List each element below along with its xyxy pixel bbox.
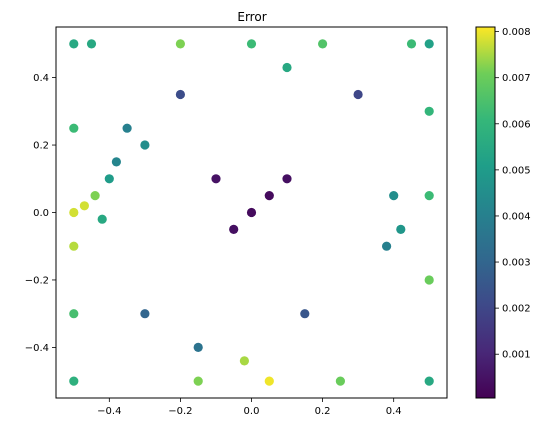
scatter-point — [69, 376, 79, 386]
x-tick-label: 0.4 — [386, 406, 402, 417]
scatter-point — [122, 123, 132, 133]
x-tick-label: −0.2 — [168, 406, 192, 417]
colorbar-tick-label: 0.005 — [502, 165, 531, 176]
scatter-point — [69, 207, 79, 218]
scatter-point — [246, 39, 257, 49]
scatter-point — [97, 214, 107, 224]
scatter-point — [396, 224, 406, 234]
scatter-points — [69, 39, 434, 386]
scatter-point — [353, 89, 363, 100]
scatter-point — [318, 39, 328, 49]
colorbar-tick-label: 0.008 — [502, 27, 531, 38]
scatter-point — [140, 140, 150, 150]
scatter-point — [239, 356, 249, 366]
scatter-point — [424, 106, 434, 116]
colorbar — [475, 26, 496, 399]
scatter-point — [389, 191, 399, 201]
scatter-point — [300, 309, 310, 319]
scatter-point — [140, 309, 150, 319]
scatter-point — [111, 157, 121, 167]
scatter-point — [211, 174, 221, 184]
colorbar-tick-label: 0.007 — [502, 73, 531, 84]
scatter-point — [69, 241, 79, 251]
scatter-point — [424, 275, 434, 285]
scatter-point — [69, 123, 79, 133]
scatter-point — [104, 174, 114, 184]
x-tick-label: 0.0 — [244, 406, 260, 417]
scatter-point — [424, 191, 434, 201]
chart-title: Error — [237, 10, 266, 24]
colorbar-tick-label: 0.004 — [502, 211, 531, 222]
y-tick-label: −0.2 — [25, 275, 49, 286]
scatter-point — [264, 191, 274, 201]
x-tick-label: 0.2 — [315, 406, 331, 417]
scatter-point — [69, 309, 79, 319]
scatter-point — [175, 39, 185, 49]
colorbar-tick-label: 0.006 — [502, 119, 531, 130]
y-tick-label: 0.4 — [33, 73, 49, 84]
x-tick-label: −0.4 — [97, 406, 121, 417]
scatter-point — [406, 39, 417, 49]
scatter-point — [69, 39, 79, 49]
scatter-point — [246, 207, 257, 218]
scatter-point — [335, 376, 345, 386]
scatter-point — [424, 376, 434, 386]
y-tick-label: 0.2 — [33, 141, 49, 152]
scatter-point — [264, 376, 274, 386]
scatter-point — [86, 39, 97, 49]
scatter-point — [79, 201, 89, 211]
colorbar-tick-label: 0.002 — [502, 304, 531, 315]
plot-frame — [55, 26, 448, 399]
scatter-point — [382, 241, 392, 251]
colorbar-tick-label: 0.001 — [502, 350, 531, 361]
scatter-point — [424, 39, 434, 49]
scatter-point — [229, 224, 239, 234]
colorbar-ticks: 0.001 0.002 0.003 0.004 0.005 0.006 0.007 0.008 — [495, 27, 531, 361]
scatter-point — [193, 376, 203, 386]
y-tick-label: −0.4 — [25, 343, 49, 354]
colorbar-tick-label: 0.003 — [502, 258, 531, 269]
scatter-point — [193, 342, 203, 352]
scatter-point — [90, 191, 100, 201]
y-tick-label: 0.0 — [33, 208, 49, 219]
chart-marks: −0.4 −0.2 0.0 0.2 0.4 −0.4 −0.2 0.0 0.2 0.4 — [25, 73, 402, 417]
scatter-point — [175, 89, 185, 100]
scatter-point — [282, 62, 292, 73]
scatter-point — [282, 174, 292, 184]
